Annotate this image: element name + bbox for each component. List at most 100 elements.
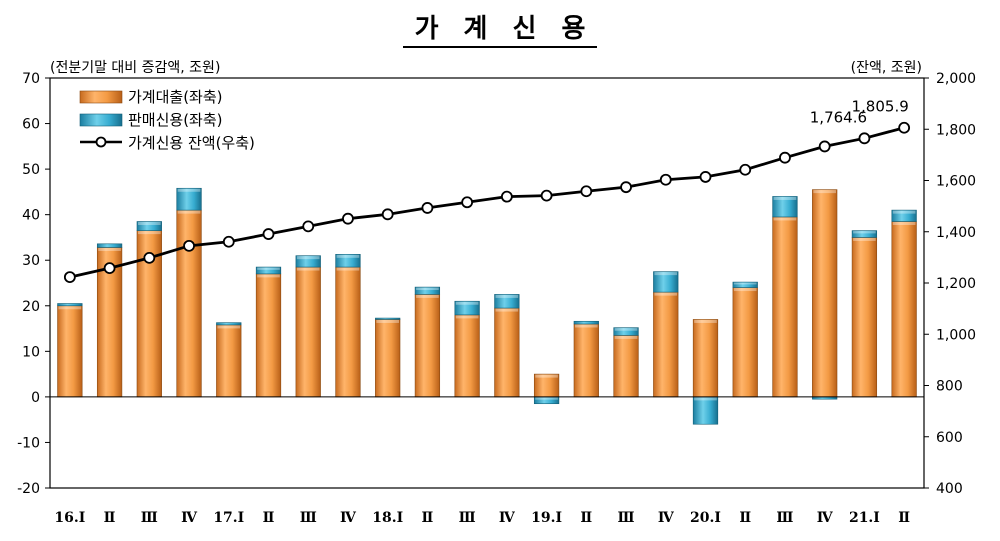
balance-point bbox=[63, 271, 76, 284]
bar-sales-credit-bevel bbox=[853, 231, 876, 234]
bar-sales-credit bbox=[216, 322, 242, 326]
left-tick-label: -20 bbox=[17, 481, 40, 497]
bar-loans bbox=[653, 291, 679, 398]
bar-sales-credit bbox=[891, 209, 917, 222]
balance-point bbox=[580, 185, 593, 198]
balance-point bbox=[659, 173, 672, 186]
x-tick-label: Ⅲ bbox=[141, 510, 158, 526]
bar-sales-credit bbox=[851, 230, 878, 238]
bar-loans-bevel bbox=[257, 274, 280, 278]
bar-loans-bevel bbox=[336, 267, 360, 271]
x-tick-label: Ⅱ bbox=[263, 510, 275, 526]
bar-sales-credit-bevel bbox=[773, 196, 797, 200]
bar-sales-credit bbox=[692, 396, 719, 425]
bar-loans-bevel bbox=[177, 210, 201, 214]
bar-sales-credit-bevel bbox=[694, 397, 717, 401]
bar-loans-bevel bbox=[853, 237, 876, 241]
right-tick-label: 800 bbox=[936, 379, 963, 395]
bar-loans bbox=[57, 305, 83, 398]
right-tick-label: 1,800 bbox=[936, 122, 976, 138]
left-tick-label: 50 bbox=[22, 162, 40, 178]
bar-sales-credit-bevel bbox=[892, 210, 916, 214]
bar-sales-credit bbox=[255, 266, 282, 275]
balance-point bbox=[699, 171, 712, 183]
x-tick-label: 18.Ⅰ bbox=[372, 510, 403, 526]
x-tick-label: 21.Ⅰ bbox=[849, 510, 880, 526]
bar-sales-credit-bevel bbox=[177, 188, 201, 192]
x-tick-label: Ⅳ bbox=[817, 510, 834, 526]
left-tick-label: 60 bbox=[22, 117, 40, 133]
bar-loans bbox=[414, 294, 441, 398]
bar-sales-credit bbox=[573, 320, 599, 325]
x-tick-label: Ⅳ bbox=[340, 510, 357, 526]
x-tick-label: Ⅲ bbox=[618, 510, 635, 526]
bar-loans-bevel bbox=[58, 306, 82, 310]
bar-sales-credit bbox=[732, 281, 758, 288]
bar-sales-credit bbox=[454, 300, 480, 316]
x-tick-label: Ⅲ bbox=[300, 510, 317, 526]
x-tick-label: Ⅱ bbox=[898, 510, 910, 526]
balance-data-label: 1,805.9 bbox=[852, 98, 909, 116]
balance-point bbox=[103, 262, 116, 275]
bar-sales-credit bbox=[414, 286, 441, 295]
legend-label-balance: 가계신용 잔액(우축) bbox=[128, 134, 255, 152]
left-tick-label: 10 bbox=[22, 344, 40, 360]
bar-sales-credit-bevel bbox=[733, 282, 757, 285]
chart-title-text: 가 계 신 용 bbox=[402, 14, 598, 48]
bar-sales-credit bbox=[613, 327, 639, 336]
bar-loans bbox=[692, 319, 719, 398]
right-axis-unit: (잔액, 조원) bbox=[850, 60, 922, 76]
balance-data-label: 1,764.6 bbox=[810, 108, 867, 126]
bar-loans bbox=[613, 335, 639, 398]
bar-loans bbox=[176, 209, 202, 398]
bar-sales-credit-bevel bbox=[614, 328, 638, 331]
bar-loans-bevel bbox=[575, 324, 598, 328]
x-tick-label: Ⅱ bbox=[422, 510, 434, 526]
balance-point bbox=[620, 181, 632, 194]
balance-point bbox=[461, 196, 474, 209]
balance-point bbox=[143, 251, 156, 264]
chart-title: 가 계 신 용 bbox=[0, 8, 1000, 48]
bar-loans-bevel bbox=[455, 315, 479, 319]
x-tick-label: Ⅱ bbox=[580, 510, 592, 526]
bar-sales-credit bbox=[494, 294, 520, 309]
bar-loans bbox=[573, 323, 599, 398]
balance-point bbox=[183, 239, 195, 252]
right-tick-label: 400 bbox=[936, 481, 963, 497]
bar-loans-bevel bbox=[614, 335, 638, 339]
bar-loans bbox=[375, 319, 401, 398]
balance-point bbox=[302, 220, 315, 233]
bar-loans-bevel bbox=[813, 190, 836, 194]
balance-point bbox=[262, 228, 275, 240]
x-tick-label: Ⅲ bbox=[776, 510, 793, 526]
bar-loans-bevel bbox=[217, 325, 241, 329]
balance-point bbox=[898, 121, 911, 134]
right-tick-label: 2,000 bbox=[936, 71, 976, 87]
bar-loans-bevel bbox=[892, 222, 916, 225]
balance-point bbox=[222, 235, 235, 248]
bar-sales-credit-bevel bbox=[257, 267, 280, 270]
bar-sales-credit bbox=[96, 243, 123, 248]
right-tick-label: 1,400 bbox=[936, 225, 976, 241]
left-tick-label: 70 bbox=[22, 71, 40, 87]
bar-sales-credit-bevel bbox=[138, 222, 161, 225]
left-tick-label: -10 bbox=[17, 435, 40, 451]
bar-sales-credit bbox=[57, 303, 83, 307]
x-tick-label: Ⅳ bbox=[658, 510, 675, 526]
balance-point bbox=[381, 208, 394, 221]
bar-loans bbox=[295, 266, 321, 398]
legend-swatch-sales-credit bbox=[79, 113, 123, 127]
legend-marker-balance bbox=[95, 136, 107, 148]
bar-sales-credit-bevel bbox=[455, 301, 479, 305]
balance-point bbox=[421, 202, 434, 214]
left-tick-label: 30 bbox=[22, 253, 40, 269]
right-tick-label: 1,200 bbox=[936, 276, 976, 292]
bar-loans-bevel bbox=[416, 294, 439, 298]
bar-loans bbox=[454, 314, 480, 398]
balance-point bbox=[779, 151, 791, 164]
bar-loans bbox=[891, 221, 917, 398]
bar-sales-credit bbox=[653, 271, 679, 293]
bar-sales-credit-bevel bbox=[654, 272, 678, 276]
balance-point bbox=[342, 212, 354, 225]
bar-sales-credit bbox=[295, 255, 321, 268]
